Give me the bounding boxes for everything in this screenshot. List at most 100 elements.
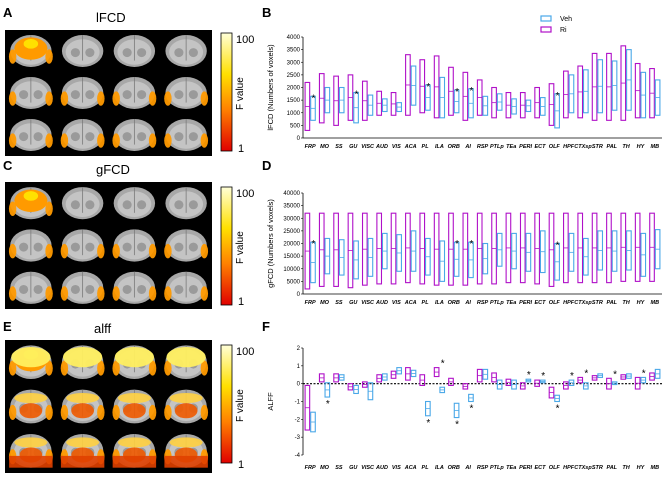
chart-alff-boxplot: -4 -3 -2 -1 0 1 2 ALFF FRP MO * SS GU VISC AUD VIS ACA PL… <box>266 346 662 471</box>
x-tick-label: MO <box>320 465 330 471</box>
x-tick-label: MB <box>651 465 660 471</box>
x-tick-label: AI <box>464 465 471 471</box>
x-tick-label: HPF <box>563 300 575 306</box>
brain-slice <box>165 187 207 220</box>
x-tick-label: ORB <box>448 144 460 150</box>
significance-star: * <box>469 86 473 97</box>
x-tick-label: ORB <box>448 465 460 471</box>
y-tick-label: -4 <box>295 453 301 459</box>
x-tick-label: PTLp <box>490 465 504 471</box>
y-tick-label: 3000 <box>287 60 301 66</box>
x-tick-label: PAL <box>606 300 617 306</box>
x-tick-label: STR <box>592 144 603 150</box>
y-tick-label: 2000 <box>287 86 301 92</box>
significance-star: * <box>455 87 459 98</box>
x-tick-label: AUD <box>375 300 388 306</box>
panel-title-gfcd: gFCD <box>96 162 130 177</box>
x-tick-label: FRP <box>305 144 316 150</box>
colorbar-title: F value <box>235 389 246 422</box>
x-tick-label: MB <box>651 300 660 306</box>
brain-slice <box>60 433 105 468</box>
brain-slice <box>60 77 105 109</box>
colorbar-gfcd: 100 1 F value <box>220 186 254 308</box>
x-tick-label: TEa <box>506 300 516 306</box>
y-tick-label: 10000 <box>283 267 300 273</box>
brain-slice <box>8 271 53 304</box>
brain-slice <box>60 119 105 151</box>
x-tick-label: ORB <box>448 300 460 306</box>
brain-slice <box>112 77 157 109</box>
brain-slice <box>164 433 209 468</box>
significance-star: * <box>355 90 359 101</box>
significance-star: * <box>455 239 459 250</box>
x-tick-label: TH <box>622 144 630 150</box>
y-tick-label: 35000 <box>283 204 300 210</box>
brain-slice <box>8 187 53 220</box>
chart-lfcd-boxplot: 0 500 1000 1500 2000 2500 3000 3500 4000 lFCD (Nu… <box>266 35 662 150</box>
x-tick-label: HY <box>637 465 646 471</box>
colorbar-min-label: 1 <box>238 459 244 471</box>
x-tick-label: RSP <box>477 300 489 306</box>
brain-slice <box>164 271 209 304</box>
colorbar-title: F value <box>235 77 246 110</box>
brain-slice <box>8 77 53 109</box>
brain-slice <box>113 187 156 220</box>
x-tick-label: ILA <box>435 144 444 150</box>
x-tick-label: AI <box>464 144 471 150</box>
x-tick-label: RSP <box>477 465 489 471</box>
significance-star: * <box>469 239 473 250</box>
x-tick-label: PERI <box>519 300 532 306</box>
y-tick-label: 4000 <box>287 35 301 41</box>
x-tick-label: HPF <box>563 144 575 150</box>
y-tick-label: -1 <box>295 400 301 406</box>
x-tick-label: ILA <box>435 465 444 471</box>
legend-veh-swatch <box>540 15 552 22</box>
x-tick-label: GU <box>349 465 358 471</box>
brain-slice <box>8 389 53 424</box>
x-tick-label: TEa <box>506 465 516 471</box>
y-tick-label: 0 <box>297 136 301 142</box>
x-tick-label: TH <box>622 300 630 306</box>
x-tick-label: AUD <box>375 465 388 471</box>
y-axis-label: gFCD (Numbers of voxels) <box>266 199 275 288</box>
y-tick-label: 20000 <box>283 242 300 248</box>
brain-slice <box>8 345 53 380</box>
y-tick-label: 30000 <box>283 216 300 222</box>
significance-star: * <box>312 239 316 250</box>
significance-star: * <box>556 404 560 415</box>
colorbar-alff: 100 1 F value <box>220 344 254 471</box>
y-axis-label: ALFF <box>266 392 275 411</box>
x-tick-label: PERI <box>519 465 532 471</box>
y-tick-label: 0 <box>297 292 301 298</box>
x-tick-label: TH <box>622 465 630 471</box>
y-tick-label: 1 <box>297 364 301 370</box>
panel-label-f: F <box>262 319 270 334</box>
significance-star: * <box>469 404 473 415</box>
x-tick-label: MB <box>651 144 660 150</box>
brain-slice <box>164 77 209 109</box>
panel-label-a: A <box>3 5 13 20</box>
significance-star: * <box>556 241 560 252</box>
panel-label-b: B <box>262 5 271 20</box>
x-tick-label: OLF <box>549 300 561 306</box>
brain-slice <box>60 229 105 262</box>
y-tick-label: 3500 <box>287 48 301 54</box>
x-tick-label: HPF <box>563 465 575 471</box>
brain-slice <box>61 187 104 220</box>
x-tick-label: ILA <box>435 300 444 306</box>
significance-star: * <box>541 371 545 382</box>
brain-slice <box>164 345 209 380</box>
x-tick-label: PTLp <box>490 300 504 306</box>
brain-slice <box>8 119 53 151</box>
x-tick-label: PL <box>422 144 430 150</box>
y-tick-label: 500 <box>290 123 301 129</box>
y-tick-label: 1000 <box>287 111 301 117</box>
x-tick-label: VIS <box>392 300 401 306</box>
colorbar-min-label: 1 <box>238 296 244 308</box>
brain-map-lfcd <box>5 30 212 156</box>
brain-slice <box>112 271 157 304</box>
x-tick-label: ECT <box>534 465 546 471</box>
brain-slice <box>165 35 207 67</box>
x-tick-label: MO <box>320 300 330 306</box>
